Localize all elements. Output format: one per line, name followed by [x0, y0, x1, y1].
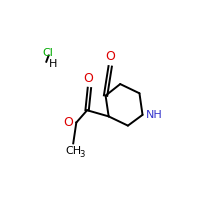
Text: O: O: [105, 50, 115, 63]
Text: Cl: Cl: [42, 48, 53, 58]
Text: O: O: [84, 72, 94, 85]
Text: O: O: [63, 116, 73, 129]
Text: CH: CH: [65, 146, 81, 156]
Text: H: H: [49, 59, 57, 69]
Text: 3: 3: [79, 150, 85, 159]
Text: NH: NH: [146, 110, 162, 120]
